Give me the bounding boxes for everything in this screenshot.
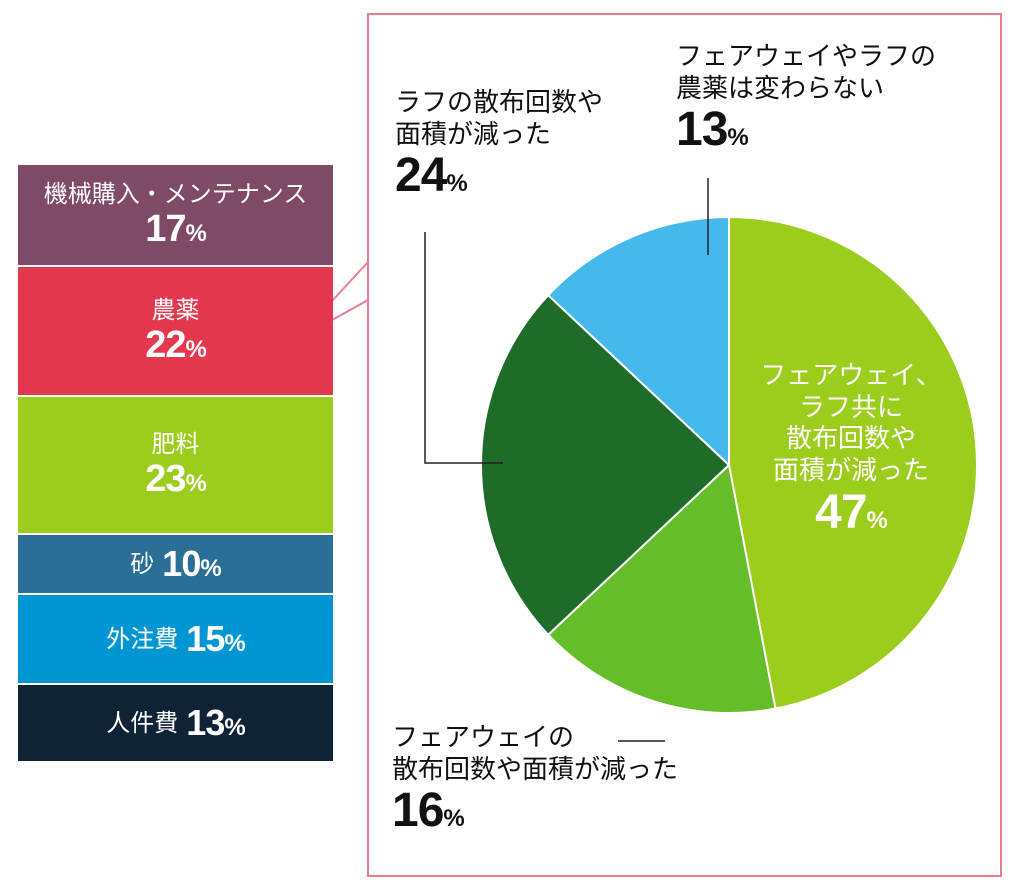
segment-machinery: 機械購入・メンテナンス 17% [18, 165, 333, 267]
slice-unchanged [546, 215, 730, 468]
segment-label: 機械購入・メンテナンス [43, 179, 308, 208]
segment-percent: 13% [186, 702, 245, 744]
slice-label-16: フェアウェイの 散布回数や面積が減った 16% [392, 723, 678, 837]
segment-label: 肥料 [151, 429, 200, 458]
slice-value: 16% [392, 784, 465, 838]
segment-label: 農薬 [151, 295, 200, 324]
slice-label-text: 散布回数や [785, 424, 916, 455]
slice-label-text: フェアウェイ、 [760, 361, 942, 391]
segment-label: 外注費 [106, 624, 179, 653]
segment-outsourcing: 外注費 15% [18, 595, 333, 685]
slice-label-24: ラフの散布回数や 面積が減った 24% [395, 88, 603, 202]
segment-percent: 22% [145, 323, 207, 366]
segment-percent: 23% [145, 457, 207, 500]
segment-percent: 17% [145, 207, 207, 250]
segment-sand: 砂 10% [18, 535, 333, 595]
segment-label: 砂 [130, 549, 155, 578]
slice-rough-reduced [480, 293, 731, 637]
segment-fertilizer: 肥料 23% [18, 397, 333, 535]
segment-labor: 人件費 13% [18, 685, 333, 761]
slice-label-text: ラフ共に [798, 392, 903, 423]
slice-label-text: フェアウェイやラフの [676, 42, 937, 72]
slice-label-text: 散布回数や面積が減った [392, 754, 679, 785]
slice-label-47: フェアウェイ、 ラフ共に 散布回数や 面積が減った 47% [752, 361, 950, 538]
slice-value: 13% [676, 103, 749, 157]
slice-label-13: フェアウェイやラフの 農薬は変わらない 13% [676, 42, 936, 156]
segment-percent: 15% [186, 618, 245, 660]
slice-label-text: 面積が減った [395, 119, 552, 150]
slice-value: 24% [395, 149, 468, 203]
segment-pesticide: 農薬 22% [18, 267, 333, 397]
segment-label: 人件費 [106, 708, 179, 737]
slice-label-text: フェアウェイの [392, 723, 575, 753]
slice-both-reduced [728, 215, 978, 710]
leader-line-24 [424, 232, 503, 464]
slice-label-text: 農薬は変わらない [676, 73, 885, 104]
slice-fairway-reduced [546, 463, 777, 714]
slice-label-text: ラフの散布回数や [395, 88, 604, 118]
slice-value: 47% [815, 485, 888, 539]
segment-percent: 10% [162, 543, 221, 585]
slice-label-text: 面積が減った [772, 456, 929, 487]
